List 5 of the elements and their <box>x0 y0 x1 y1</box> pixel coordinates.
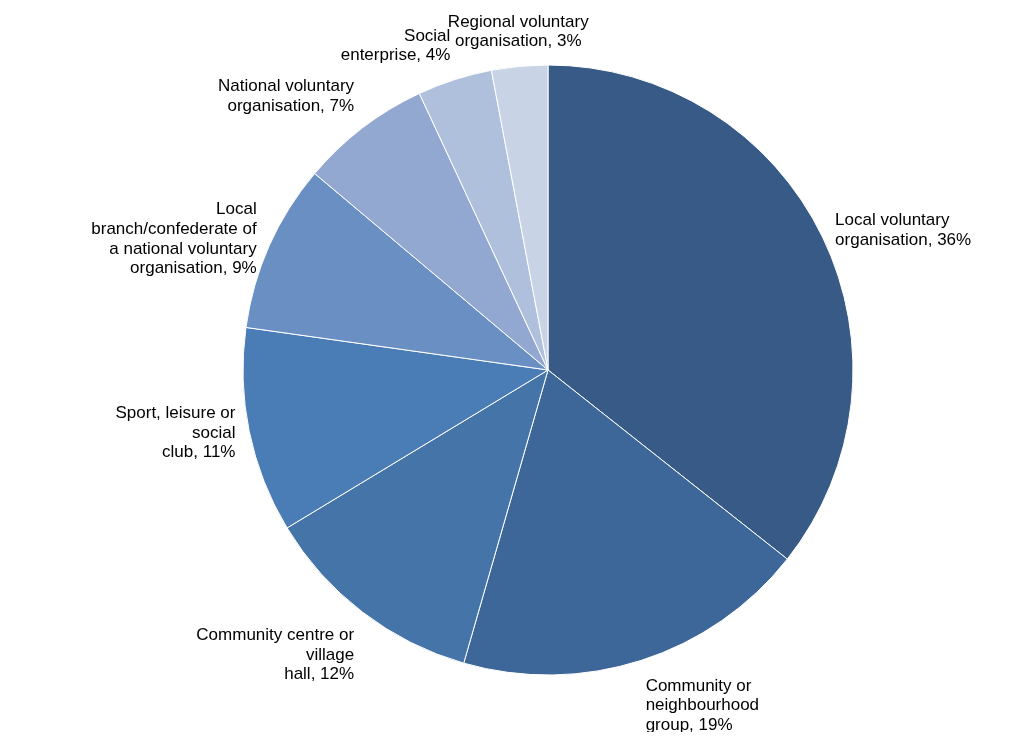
slice-label: Local branch/confederate of a national voluntary organisation, 9% <box>91 199 258 278</box>
slice-label: National voluntary organisation, 7% <box>218 76 355 115</box>
slice-label: Community centre or village hall, 12% <box>196 625 355 684</box>
slice-label: Local voluntary organisation, 36% <box>835 210 972 249</box>
slice-label: Sport, leisure or social club, 11% <box>115 403 236 462</box>
